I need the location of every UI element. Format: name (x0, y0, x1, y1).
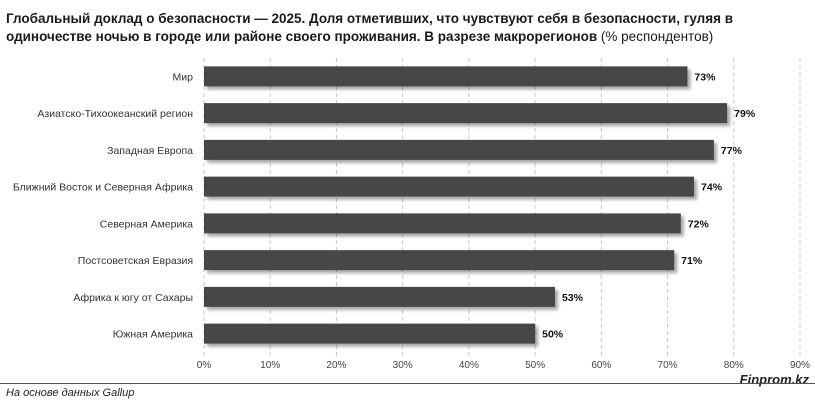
x-tick-label: 40% (459, 360, 479, 371)
x-tick-label: 90% (790, 360, 810, 371)
source-note: На основе данных Gallup (6, 387, 135, 399)
x-tick-label: 80% (724, 360, 744, 371)
x-tick-label: 10% (260, 360, 280, 371)
bars (204, 66, 728, 344)
category-label: Мир (173, 71, 194, 83)
footer-divider (0, 383, 815, 384)
value-label: 50% (542, 329, 564, 341)
value-label: 72% (688, 218, 710, 230)
labels: 0% 10% 20% 30% 40% 50% 60% 70% 80% 90% Мир 73% Азиат… (13, 71, 810, 371)
x-tick-label: 30% (393, 360, 413, 371)
value-label: 73% (694, 71, 716, 83)
x-tick-label: 0% (197, 360, 212, 371)
bar (204, 103, 728, 124)
bar (204, 176, 695, 197)
x-tick-label: 50% (525, 360, 545, 371)
category-label: Северная Америка (100, 218, 193, 230)
bar (204, 213, 681, 234)
value-label: 53% (562, 292, 584, 304)
x-tick-label: 20% (326, 360, 346, 371)
x-tick-label: 60% (591, 360, 611, 371)
bar (204, 286, 555, 307)
value-label: 79% (734, 108, 756, 120)
bar (204, 139, 714, 160)
value-label: 74% (701, 182, 723, 194)
chart-title-main: Глобальный доклад о безопасности — 2025.… (6, 11, 734, 44)
category-label: Западная Европа (107, 145, 193, 157)
category-label: Азиатско-Тихоокеанский регион (37, 108, 193, 120)
category-label: Постсоветская Евразия (78, 255, 193, 267)
gridlines (203, 58, 801, 356)
category-label: Южная Америка (113, 329, 193, 341)
value-label: 77% (721, 145, 743, 157)
chart-title-unit: (% респондентов) (597, 29, 714, 44)
bar (204, 250, 675, 271)
brand-logo-text: Finprom.kz (739, 372, 809, 387)
bar (204, 66, 688, 87)
category-label: Африка к югу от Сахары (73, 292, 193, 304)
bar (204, 323, 536, 344)
value-label: 71% (681, 255, 703, 267)
category-label: Ближний Восток и Северная Африка (13, 182, 193, 194)
x-tick-label: 70% (658, 360, 678, 371)
chart-title: Глобальный доклад о безопасности — 2025.… (6, 10, 806, 46)
